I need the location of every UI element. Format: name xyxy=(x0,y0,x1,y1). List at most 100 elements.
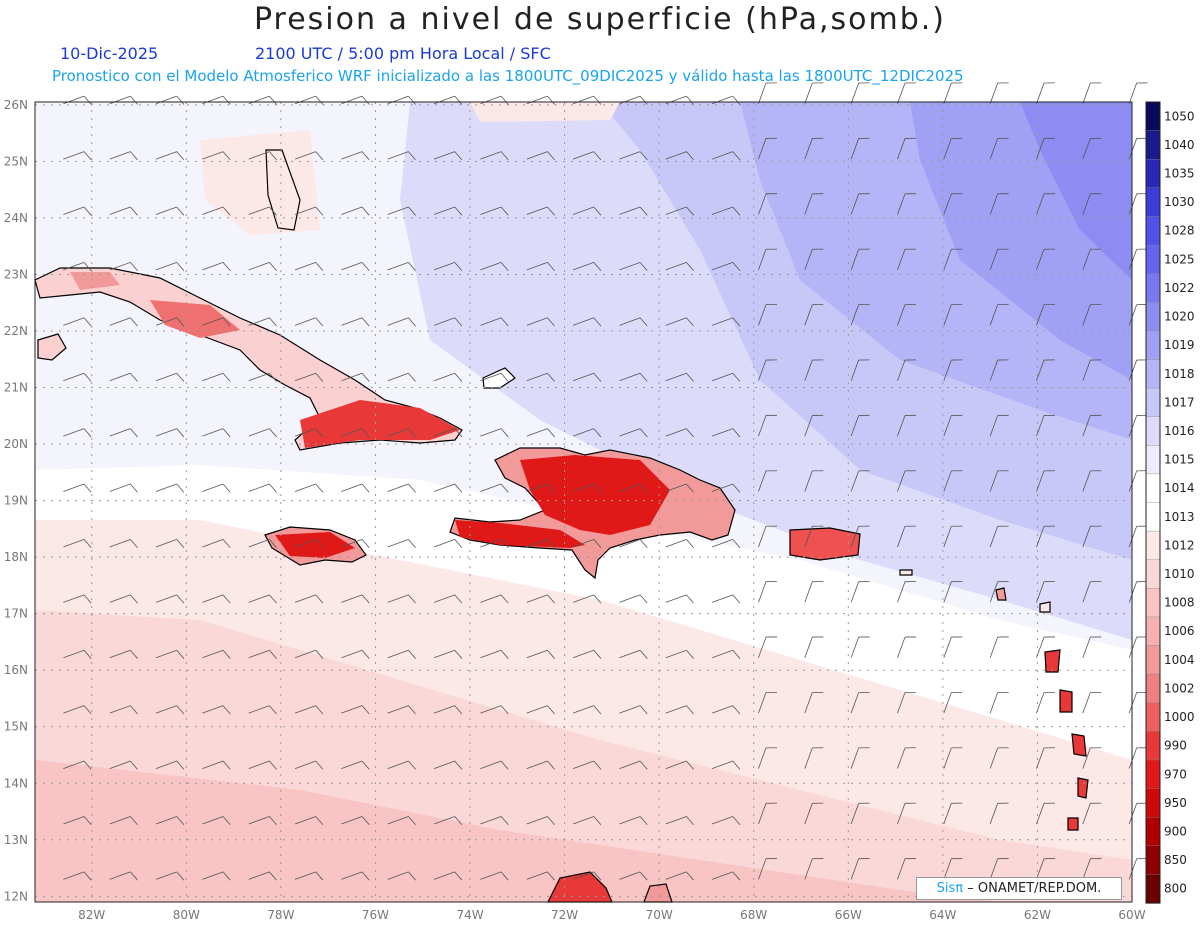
wind-barb-flag xyxy=(454,760,463,770)
wind-barb-staff xyxy=(711,151,733,160)
wind-barb-flag xyxy=(176,372,185,382)
wind-barb-staff xyxy=(619,483,641,492)
wind-barb-flag xyxy=(315,151,324,161)
wind-barb-staff xyxy=(1082,82,1091,104)
wind-barb-flag xyxy=(593,594,602,604)
wind-barb-flag xyxy=(83,151,92,161)
wind-barb-staff xyxy=(294,428,316,437)
wind-barb-staff xyxy=(202,483,224,492)
wind-barb-staff xyxy=(294,594,316,603)
colorbar-label: 1020 xyxy=(1164,310,1195,324)
wind-barb-flag xyxy=(593,705,602,715)
wind-barb-staff xyxy=(294,317,316,326)
wind-barb-staff xyxy=(155,705,177,714)
wind-barb-flag xyxy=(222,539,231,549)
wind-barb-flag xyxy=(593,539,602,549)
colorbar-swatch xyxy=(1145,759,1161,790)
wind-barb-staff xyxy=(341,760,363,769)
lat-tick-label: 17N xyxy=(4,607,28,621)
wind-barb-staff xyxy=(572,705,594,714)
wind-barb-staff xyxy=(1036,581,1045,603)
colorbar-label: 1000 xyxy=(1164,710,1195,724)
wind-barb-staff xyxy=(619,317,641,326)
wind-barb-staff xyxy=(341,539,363,548)
wind-barb-staff xyxy=(155,317,177,326)
wind-barb-flag xyxy=(408,483,416,493)
wind-barb-staff xyxy=(202,151,224,160)
wind-barb-flag xyxy=(269,816,277,826)
wind-barb-staff xyxy=(480,760,502,769)
wind-barb-staff xyxy=(758,359,767,381)
wind-barb-flag xyxy=(222,871,231,881)
wind-barb-flag xyxy=(547,705,555,715)
wind-barb-staff xyxy=(1036,82,1045,104)
wind-barb-staff xyxy=(155,760,177,769)
wind-barb-staff xyxy=(943,581,952,603)
colorbar-label: 1025 xyxy=(1164,252,1195,266)
wind-barb-staff xyxy=(989,803,999,825)
wind-barb-staff xyxy=(248,428,270,437)
wind-barb-flag xyxy=(593,95,602,105)
wind-barb-staff xyxy=(1036,249,1045,271)
wind-barb-staff xyxy=(155,372,177,382)
wind-barb-flag xyxy=(269,705,277,715)
lon-tick-label: 66W xyxy=(835,908,862,922)
wind-barb-flag xyxy=(686,483,694,493)
wind-barb-flag xyxy=(130,483,138,493)
wind-barb-flag xyxy=(686,594,694,604)
wind-barb-flag xyxy=(454,262,463,271)
wind-barb-flag xyxy=(686,760,694,770)
wind-barb-staff xyxy=(480,871,502,880)
wind-barb-staff xyxy=(387,705,409,714)
wind-barb-flag xyxy=(686,151,694,161)
wind-barb-staff xyxy=(619,816,641,825)
wind-barb-staff xyxy=(155,206,177,215)
wind-barb-staff xyxy=(943,138,952,160)
wind-barb-flag xyxy=(639,760,648,770)
wind-barb-staff xyxy=(294,705,316,714)
wind-barb-staff xyxy=(943,304,952,326)
wind-barb-staff xyxy=(665,372,687,382)
wind-barb-staff xyxy=(63,649,85,659)
wind-barb-staff xyxy=(202,539,224,548)
wind-barb-staff xyxy=(387,649,409,659)
wind-barb-staff xyxy=(619,428,641,437)
colorbar-swatch xyxy=(1145,445,1161,475)
wind-barb-staff xyxy=(804,138,813,160)
wind-barb-flag xyxy=(315,760,324,770)
wind-barb-staff xyxy=(63,428,85,437)
wind-barb-flag xyxy=(83,95,92,105)
colorbar-swatch xyxy=(1145,502,1161,532)
wind-barb-staff xyxy=(758,581,767,603)
wind-barb-flag xyxy=(686,95,694,105)
lat-tick-label: 14N xyxy=(4,776,28,790)
wind-barb-staff xyxy=(758,415,767,437)
wind-barb-staff xyxy=(804,304,813,326)
wind-barb-flag xyxy=(686,705,694,715)
lat-tick-label: 25N xyxy=(4,154,28,168)
wind-barb-staff xyxy=(804,359,813,381)
wind-barb-staff xyxy=(943,747,952,769)
wind-barb-flag xyxy=(130,206,138,216)
lat-tick-label: 13N xyxy=(4,833,28,847)
wind-barb-staff xyxy=(850,803,860,825)
wind-barb-staff xyxy=(109,594,131,603)
wind-barb-staff xyxy=(202,594,224,603)
wind-barb-flag xyxy=(593,871,602,881)
wind-barb-staff xyxy=(619,705,641,714)
wind-barb-flag xyxy=(454,539,463,549)
wind-barb-staff xyxy=(943,692,952,714)
wind-barb-staff xyxy=(433,262,455,271)
wind-barb-staff xyxy=(1128,138,1138,160)
colorbar-label: 1012 xyxy=(1164,538,1195,552)
wind-barb-staff xyxy=(665,871,687,880)
grenada xyxy=(1067,817,1079,831)
wind-barb-staff xyxy=(711,317,733,326)
lon-tick-label: 80W xyxy=(173,908,200,922)
wind-barb-staff xyxy=(387,816,409,825)
wind-barb-staff xyxy=(1128,747,1138,769)
wind-barb-staff xyxy=(387,539,409,548)
wind-barb-staff xyxy=(711,539,733,548)
wind-barb-staff xyxy=(480,483,502,492)
wind-barb-staff xyxy=(248,483,270,492)
